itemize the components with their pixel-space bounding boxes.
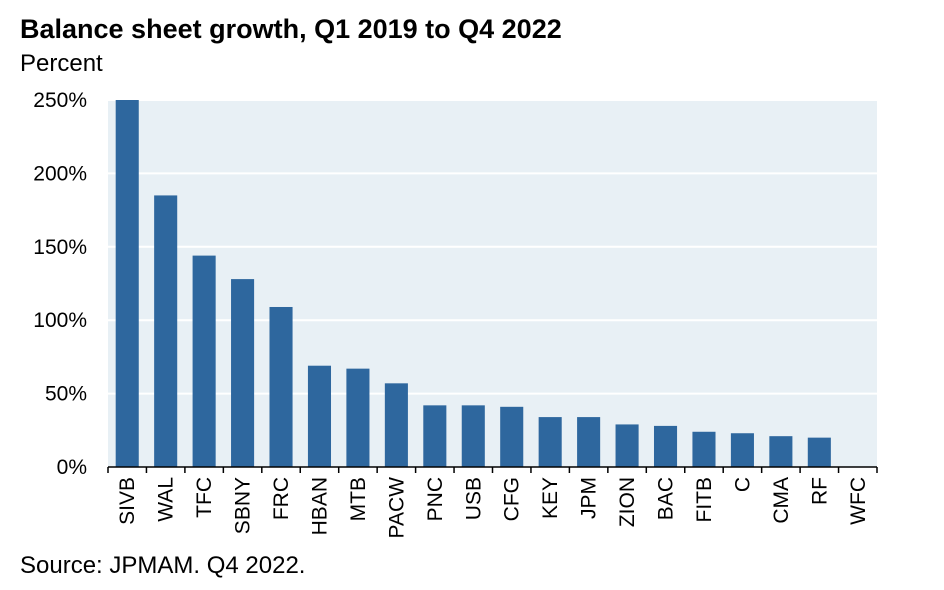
x-tick-label: C — [731, 477, 754, 492]
y-axis-tick-labels: 0% 50% 100% 150% 200% 250% — [33, 89, 87, 479]
bar-jpm — [577, 417, 601, 467]
bar-fitb — [692, 431, 716, 467]
bar-wal — [154, 195, 178, 468]
y-tick-label: 200% — [33, 162, 87, 185]
x-tick-label: CMA — [770, 477, 793, 524]
bar-cfg — [500, 406, 524, 467]
bar-rf — [807, 437, 831, 467]
x-tick-label: PNC — [424, 477, 447, 521]
x-tick-label: MTB — [347, 477, 370, 521]
y-tick-label: 250% — [33, 89, 87, 112]
chart-title: Balance sheet growth, Q1 2019 to Q4 2022 — [20, 14, 562, 44]
x-tick-label: KEY — [539, 477, 562, 519]
x-tick-label: FRC — [270, 477, 293, 520]
bar-hban — [307, 365, 332, 467]
bar-sbny — [231, 279, 255, 467]
x-axis-tick-labels: SIVB WAL TFC SBNY FRC HBAN MTB PACW PNC USB CFG KEY… — [116, 477, 870, 539]
bar-key — [538, 417, 562, 467]
x-tick-label: JPM — [578, 477, 601, 519]
y-tick-label: 0% — [57, 456, 87, 479]
bar-cma — [769, 436, 793, 467]
bar-bac — [653, 425, 678, 467]
x-tick-label: BAC — [655, 477, 678, 520]
bar-mtb — [346, 368, 370, 467]
chart-subtitle: Percent — [20, 50, 103, 77]
y-tick-label: 50% — [45, 383, 87, 406]
source-note: Source: JPMAM. Q4 2022. — [20, 552, 306, 579]
y-tick-label: 100% — [33, 309, 87, 332]
x-tick-label: SIVB — [116, 477, 139, 525]
x-tick-label: USB — [462, 477, 485, 520]
plot-background — [108, 100, 877, 467]
x-tick-label: TFC — [193, 477, 216, 518]
x-tick-label: WAL — [155, 477, 178, 522]
x-tick-label: CFG — [501, 477, 524, 521]
x-tick-label: FITB — [693, 477, 716, 523]
x-tick-label: ZION — [616, 477, 639, 527]
bar-pnc — [423, 405, 447, 467]
bar-zion — [615, 424, 639, 467]
bar-tfc — [192, 255, 216, 467]
x-axis — [107, 466, 878, 473]
bar-frc — [269, 306, 293, 467]
y-tick-label: 150% — [33, 236, 87, 259]
x-tick-label: PACW — [385, 477, 408, 539]
x-tick-label: WFC — [847, 477, 870, 525]
x-tick-label: HBAN — [308, 477, 331, 535]
bar-c — [730, 433, 754, 467]
bar-usb — [461, 405, 485, 467]
bar-pacw — [384, 383, 408, 467]
bar-sivb — [115, 100, 139, 467]
x-tick-label: RF — [808, 477, 831, 505]
bars — [115, 100, 831, 468]
x-tick-label: SBNY — [232, 477, 255, 534]
